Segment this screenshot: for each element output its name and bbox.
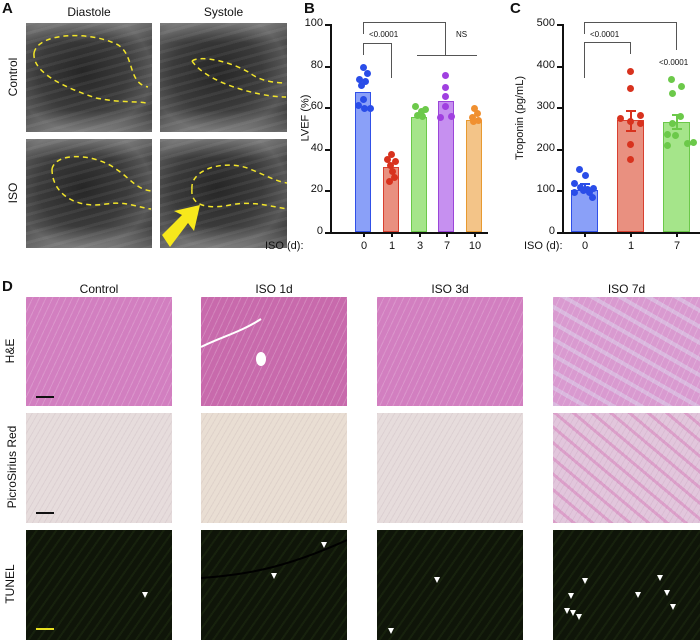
col-title-iso-7d: ISO 7d: [607, 282, 646, 296]
arrowhead-icon: [388, 628, 394, 634]
col-title-iso-3d: ISO 3d: [431, 282, 469, 296]
y-axis-b: [330, 24, 332, 233]
panel-label-b: B: [304, 0, 315, 17]
lv-outline: [33, 34, 149, 104]
he-control: [26, 297, 172, 406]
tunel-control: [26, 530, 172, 640]
scale-bar: [36, 628, 54, 630]
arrowhead-icon: [142, 592, 148, 598]
panel-label-c: C: [510, 0, 521, 17]
col-title-control: Control: [79, 282, 119, 296]
bar-b-day3: [411, 117, 427, 232]
arrowhead-icon: [664, 590, 670, 596]
psr-iso-7d: [553, 413, 700, 523]
arrowhead-icon: [657, 575, 663, 581]
psr-iso-3d: [377, 413, 523, 523]
x-axis-label-b: ISO (d):: [265, 240, 304, 252]
psr-control: [26, 413, 172, 523]
lv-outline: [51, 155, 152, 210]
row-title-tunel: TUNEL: [3, 564, 17, 604]
bar-c-day1: [617, 120, 644, 232]
arrowhead-icon: [576, 614, 582, 620]
arrowhead-icon: [570, 610, 576, 616]
col-title-systole: Systole: [203, 5, 244, 19]
y-axis-c: [562, 24, 564, 233]
tunel-iso-3d: [377, 530, 523, 640]
tunel-iso-1d: [201, 530, 347, 640]
echo-control-systole: [160, 23, 287, 132]
bar-b-day0: [355, 92, 371, 232]
echo-iso-diastole: [26, 139, 152, 248]
x-axis-c: [562, 232, 700, 234]
scale-bar: [36, 396, 54, 398]
bar-b-day7: [438, 101, 454, 232]
arrowhead-icon: [635, 592, 641, 598]
he-iso-7d: [553, 297, 700, 406]
row-title-picrosirius-red: PicroSirius Red: [5, 425, 19, 509]
panel-label-d: D: [2, 278, 13, 295]
col-title-diastole: Diastole: [67, 5, 111, 19]
he-iso-1d: [201, 297, 347, 406]
arrowhead-icon: [568, 593, 574, 599]
arrowhead-icon: [582, 578, 588, 584]
bar-b-day10: [466, 120, 482, 232]
lv-outline: [191, 164, 287, 210]
arrowhead-icon: [564, 608, 570, 614]
row-title-he: H&E: [3, 338, 17, 364]
scale-bar: [36, 512, 54, 514]
psr-iso-1d: [201, 413, 347, 523]
row-title-iso: ISO: [6, 182, 20, 204]
tunel-iso-7d: [553, 530, 700, 640]
x-axis-label-c: ISO (d):: [524, 240, 563, 252]
arrowhead-icon: [434, 577, 440, 583]
panel-label-a: A: [2, 0, 13, 17]
echo-control-diastole: [26, 23, 152, 132]
lv-outline: [191, 57, 287, 98]
row-title-control: Control: [6, 57, 20, 97]
he-iso-3d: [377, 297, 523, 406]
x-axis-b: [330, 232, 488, 234]
arrowhead-icon: [321, 542, 327, 548]
arrow-icon: [162, 205, 200, 247]
col-title-iso-1d: ISO 1d: [255, 282, 293, 296]
echo-iso-systole: [160, 139, 287, 248]
arrowhead-icon: [670, 604, 676, 610]
arrowhead-icon: [271, 573, 277, 579]
